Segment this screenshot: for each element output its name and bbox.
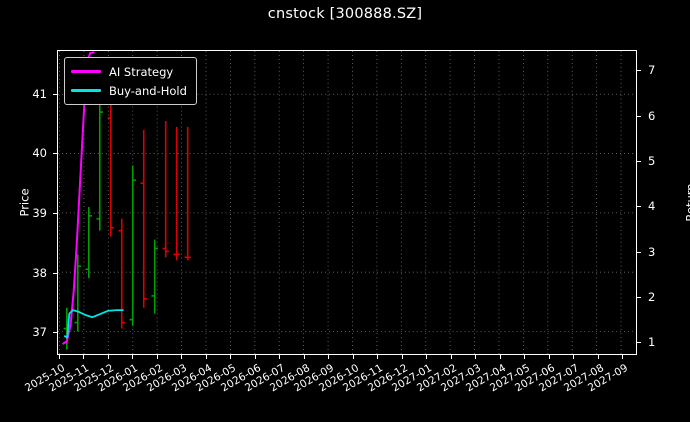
y-axis-right-tick-label: 2 <box>648 289 656 304</box>
ohlc-bar <box>118 218 125 329</box>
y-axis-right-tick-label: 7 <box>648 63 656 78</box>
x-axis-tick-mark <box>352 355 354 359</box>
y-axis-left-tick-label: 37 <box>32 325 47 340</box>
x-axis-tick-mark <box>622 355 623 359</box>
ohlc-bar <box>151 239 158 314</box>
y-axis-right-tick-label: 6 <box>648 108 656 123</box>
x-axis-tick-mark <box>107 355 109 359</box>
x-axis-tick-mark <box>181 355 182 359</box>
y-axis-right-tick-label: 3 <box>648 244 656 259</box>
page-title: cnstock [300888.SZ] <box>267 6 423 22</box>
ohlc-bar <box>129 165 136 326</box>
legend-swatch-icon <box>71 70 101 73</box>
x-axis-tick-mark <box>279 355 280 359</box>
legend-item-label: Buy-and-Hold <box>109 83 187 98</box>
y-axis-right-tick-mark <box>637 115 641 117</box>
x-axis-tick-mark <box>254 355 256 359</box>
y-axis-right-tick-mark <box>637 70 641 72</box>
ohlc-bar <box>74 254 81 332</box>
ohlc-bar <box>107 88 114 237</box>
x-axis-tick-mark <box>377 355 378 359</box>
x-axis-tick-mark <box>597 355 599 359</box>
x-axis-tick-mark <box>475 355 476 359</box>
x-axis-tick-mark <box>401 355 403 359</box>
x-axis-tick-mark <box>524 355 525 359</box>
x-axis-tick-mark <box>499 355 501 359</box>
y-axis-left-tick-mark <box>53 332 57 334</box>
y-axis-right-tick-mark <box>637 161 641 163</box>
y-axis-left-tick-mark <box>53 212 57 214</box>
ohlc-bar <box>173 126 180 261</box>
y-axis-right: 1 2 3 4 5 6 7 <box>637 50 690 355</box>
y-axis-right-tick-label: 4 <box>648 199 656 214</box>
y-axis-left-tick-mark <box>53 272 57 274</box>
x-axis-tick-mark <box>58 355 60 359</box>
legend-swatch-icon <box>71 89 101 92</box>
ohlc-bar <box>96 100 103 231</box>
legend-item[interactable]: Buy-and-Hold <box>71 81 187 100</box>
x-axis-tick-mark <box>132 355 133 359</box>
x-axis-tick-mark <box>83 355 84 359</box>
ohlc-bar <box>140 129 147 308</box>
legend-item[interactable]: AI Strategy <box>71 62 187 81</box>
y-axis-left-tick-label: 39 <box>32 205 47 220</box>
y-axis-right-tick-mark <box>637 206 641 208</box>
legend-item-label: AI Strategy <box>109 64 174 79</box>
x-axis-tick-mark <box>450 355 452 359</box>
series-line <box>63 309 124 339</box>
y-axis-left-tick-label: 40 <box>32 146 47 161</box>
x-axis-tick-mark <box>573 355 574 359</box>
ohlc-bar <box>85 206 92 279</box>
ohlc-bar <box>162 120 169 258</box>
y-axis-right-tick-label: 5 <box>648 154 656 169</box>
x-axis: 2025-10 2025-11 2025-12 2026-01 2026-02 2026-… <box>23 355 637 422</box>
legend: AI Strategy Buy-and-Hold <box>64 57 197 105</box>
ohlc-bar <box>184 126 191 261</box>
x-axis-tick-mark <box>426 355 427 359</box>
y-axis-right-tick-mark <box>637 296 641 298</box>
x-axis-tick-mark <box>205 355 207 359</box>
x-axis-tick-mark <box>230 355 231 359</box>
y-axis-left-tick-label: 41 <box>32 86 47 101</box>
y-axis-left-tick-mark <box>53 153 57 155</box>
y-axis-left: 37 38 39 40 41 <box>0 50 57 355</box>
y-axis-right-tick-label: 1 <box>648 335 656 350</box>
y-axis-right-tick-mark <box>637 342 641 344</box>
x-axis-tick-mark <box>156 355 158 359</box>
y-axis-right-tick-mark <box>637 251 641 253</box>
y-axis-left-tick-mark <box>53 93 57 95</box>
y-axis-left-tick-label: 38 <box>32 265 47 280</box>
x-axis-tick-mark <box>303 355 305 359</box>
x-axis-tick-mark <box>328 355 329 359</box>
x-axis-tick-mark <box>548 355 550 359</box>
